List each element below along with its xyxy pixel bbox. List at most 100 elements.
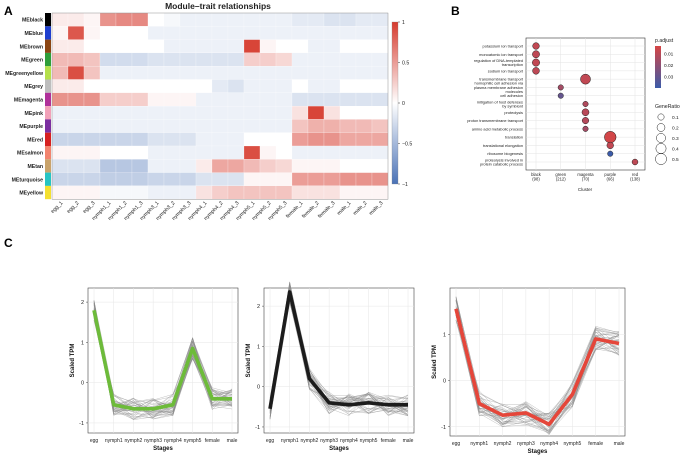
padjust-tick-label: 0.01	[664, 52, 674, 58]
dotplot-point	[582, 125, 589, 132]
x-axis-tick-label: nymph5	[184, 438, 202, 444]
panel-letter-c: C	[4, 236, 13, 250]
x-axis-tick-label: nymph3	[144, 438, 162, 444]
heatmap-cell	[227, 39, 245, 53]
heatmap-cell	[355, 119, 373, 133]
heatmap-row-label: MEblack	[22, 18, 43, 24]
heatmap-cell	[259, 39, 277, 53]
heatmap-cell	[243, 26, 261, 40]
heatmap-cell	[115, 52, 133, 67]
heatmap-cell	[131, 12, 149, 27]
colorbar-tick-label: 0.5	[402, 61, 409, 67]
heatmap-cell	[195, 79, 213, 93]
padjust-colorbar	[655, 46, 661, 88]
x-axis-tick-label: egg	[452, 441, 461, 447]
heatmap-cell	[147, 79, 165, 93]
heatmap-cell	[339, 39, 357, 53]
heatmap-cell	[291, 79, 309, 93]
heatmap-cell	[195, 52, 213, 67]
heatmap-cell	[371, 66, 389, 80]
heatmap-cell	[323, 66, 341, 80]
heatmap-row-labels: MEblack MEblue MEbrown MEgreen MEgreenyellow…	[5, 18, 44, 197]
heatmap-cell	[163, 92, 181, 107]
heatmap-cell	[323, 119, 341, 133]
heatmap-cell	[339, 66, 357, 80]
dotplot-cluster-labels: black (98) green (212) magenta (70) purple (66)…	[531, 172, 640, 182]
heatmap-cell	[131, 66, 149, 80]
heatmap-cell	[115, 92, 133, 107]
heatmap-cell	[99, 172, 117, 187]
heatmap-cell	[99, 119, 117, 133]
heatmap-cell	[179, 185, 197, 200]
heatmap-row-label: MEbrown	[20, 44, 43, 50]
heatmap-cell	[291, 185, 309, 200]
heatmap-cell	[259, 172, 277, 187]
x-axis-title: Stages	[153, 446, 173, 452]
heatmap-cell	[259, 145, 277, 160]
module-color-swatch	[45, 26, 51, 40]
heatmap-cell	[243, 52, 261, 67]
heatmap-cell	[307, 132, 325, 147]
heatmap-cell	[179, 119, 197, 133]
heatmap-cell	[99, 92, 117, 107]
heatmap-cell	[147, 159, 165, 173]
heatmap-cell	[195, 39, 213, 53]
heatmap-cell	[275, 132, 293, 147]
heatmap-cell	[51, 92, 69, 107]
heatmap-cell	[163, 145, 181, 160]
heatmap-border	[51, 12, 389, 200]
heatmap-cell	[243, 79, 261, 93]
heatmap-cell	[51, 66, 69, 80]
heatmap-cell	[355, 105, 373, 120]
heatmap-cell	[211, 159, 229, 173]
colorbar-tick-label: 1	[402, 20, 405, 26]
heatmap-cell	[227, 172, 245, 187]
dotplot-point	[581, 108, 590, 117]
heatmap-cell	[131, 119, 149, 133]
heatmap-cell	[275, 145, 293, 160]
heatmap-cell	[179, 12, 197, 27]
heatmap-cell	[275, 12, 293, 27]
heatmap-cell	[291, 66, 309, 80]
heatmap-cell	[211, 92, 229, 107]
heatmap-cell	[83, 132, 101, 147]
heatmap-cell	[211, 52, 229, 67]
heatmap-cell	[115, 185, 133, 200]
heatmap-cell	[163, 66, 181, 80]
heatmap-cell	[323, 79, 341, 93]
heatmap-cell	[307, 119, 325, 133]
heatmap-cell	[179, 52, 197, 67]
y-axis-title: Scaled TPM	[246, 344, 252, 378]
heatmap-cell	[83, 92, 101, 107]
heatmap-cell	[211, 26, 229, 40]
generatio-legend-label: 0.4	[672, 146, 679, 152]
heatmap-cell	[163, 119, 181, 133]
generatio-legend-circle	[656, 133, 666, 143]
heatmap-cell	[115, 119, 133, 133]
heatmap-cell	[99, 66, 117, 80]
heatmap-cell	[227, 52, 245, 67]
heatmap-cell	[339, 172, 357, 187]
heatmap-cell	[67, 105, 85, 120]
heatmap-cell	[355, 185, 373, 200]
heatmap-column-labels: egg_1 egg_2 egg_3nymph1_1nymph1_2nymph1_3n…	[50, 200, 385, 221]
y-axis-tick-label: 1	[443, 332, 446, 338]
heatmap-row-label: MEpurple	[19, 124, 43, 130]
heatmap-cell	[99, 105, 117, 120]
heatmap-cell	[67, 185, 85, 200]
heatmap-cell	[51, 52, 69, 67]
heatmap-cell	[179, 26, 197, 40]
dotplot-term-label: mitigation of host defenses by symbiont	[477, 99, 524, 108]
heatmap-cell	[243, 185, 261, 200]
heatmap-cell	[147, 52, 165, 67]
heatmap-cell	[115, 145, 133, 160]
heatmap-cell	[355, 39, 373, 53]
heatmap-cell	[131, 79, 149, 93]
heatmap-cell	[243, 92, 261, 107]
module-color-swatch	[45, 146, 51, 160]
padjust-tick-label: 0.03	[664, 74, 674, 80]
heatmap-cell	[227, 92, 245, 107]
heatmap-cell	[131, 145, 149, 160]
dotplot-point	[604, 131, 617, 144]
heatmap-cell	[83, 172, 101, 187]
